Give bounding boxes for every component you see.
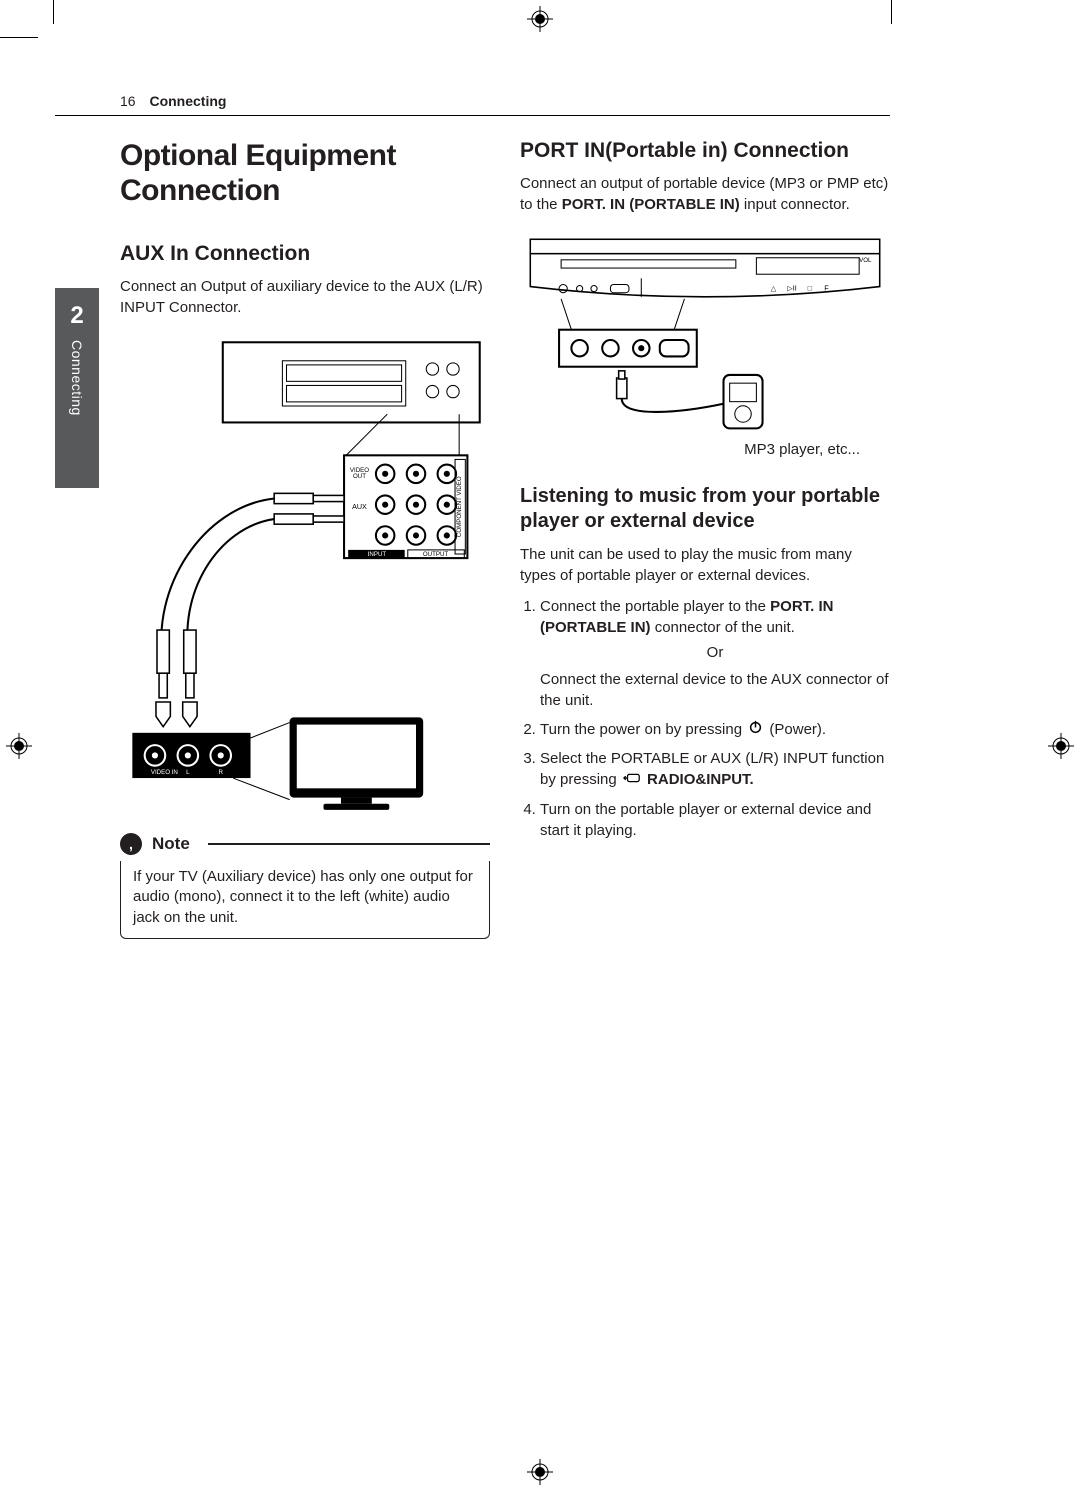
svg-text:AUX: AUX — [352, 502, 367, 511]
crop-mark — [53, 0, 54, 24]
svg-text:R: R — [218, 769, 223, 776]
note-label: Note — [152, 834, 190, 854]
mp3-caption: MP3 player, etc... — [744, 441, 860, 458]
or-label: Or — [540, 642, 890, 663]
crop-mark — [891, 0, 892, 24]
aux-connection-diagram: VIDEO OUT AUX INPUT OUTPUT CO — [120, 332, 490, 815]
power-icon — [748, 719, 763, 740]
svg-text:△: △ — [771, 284, 777, 293]
svg-text:VIDEO IN: VIDEO IN — [151, 769, 178, 776]
portin-desc: Connect an output of portable device (MP… — [520, 173, 890, 215]
note-rule — [208, 843, 490, 845]
left-column: Optional Equipment Connection AUX In Con… — [120, 138, 490, 939]
chapter-label: Connecting — [69, 340, 85, 416]
svg-text:▷II: ▷II — [787, 284, 797, 293]
svg-text:F: F — [824, 284, 829, 293]
registration-mark-icon — [1048, 733, 1074, 759]
registration-mark-icon — [527, 1459, 553, 1485]
portin-heading: PORT IN(Portable in) Connection — [520, 138, 890, 163]
svg-text:□: □ — [808, 284, 813, 293]
note-body: If your TV (Auxiliary device) has only o… — [120, 861, 490, 939]
chapter-tab: 2 Connecting — [55, 288, 99, 488]
svg-text:INPUT: INPUT — [368, 551, 387, 558]
note-box: , Note If your TV (Auxiliary device) has… — [120, 833, 490, 939]
step-1: Connect the portable player to the PORT.… — [540, 596, 890, 711]
listening-desc: The unit can be used to play the music f… — [520, 544, 890, 586]
svg-text:COMPONENT VIDEO: COMPONENT VIDEO — [456, 476, 463, 537]
svg-text:L: L — [186, 769, 190, 776]
registration-mark-icon — [527, 6, 553, 32]
svg-text:OUTPUT: OUTPUT — [423, 551, 449, 558]
svg-text:VOL: VOL — [859, 257, 872, 264]
section-name: Connecting — [149, 93, 226, 109]
portin-diagram: △ ▷II □ F VOL — [520, 229, 890, 435]
chapter-number: 2 — [70, 302, 83, 330]
svg-text:OUT: OUT — [353, 473, 366, 480]
content-columns: Optional Equipment Connection AUX In Con… — [55, 138, 890, 939]
listening-heading: Listening to music from your portable pl… — [520, 484, 890, 534]
step-4: Turn on the portable player or external … — [540, 799, 890, 841]
step-3: Select the PORTABLE or AUX (L/R) INPUT f… — [540, 748, 890, 791]
right-column: PORT IN(Portable in) Connection Connect … — [520, 138, 890, 939]
page: 16 Connecting 2 Connecting Optional Equi… — [55, 38, 890, 1453]
radio-input-icon — [623, 770, 641, 791]
registration-mark-icon — [6, 733, 32, 759]
crop-mark — [0, 37, 38, 38]
note-badge-icon: , — [120, 833, 142, 855]
page-title: Optional Equipment Connection — [120, 138, 490, 209]
step-2: Turn the power on by pressing (Power). — [540, 719, 890, 741]
steps-list: Connect the portable player to the PORT.… — [520, 596, 890, 841]
page-number: 16 — [120, 93, 136, 109]
aux-heading: AUX In Connection — [120, 241, 490, 266]
page-header: 16 Connecting — [55, 93, 890, 116]
aux-desc: Connect an Output of auxiliary device to… — [120, 276, 490, 318]
